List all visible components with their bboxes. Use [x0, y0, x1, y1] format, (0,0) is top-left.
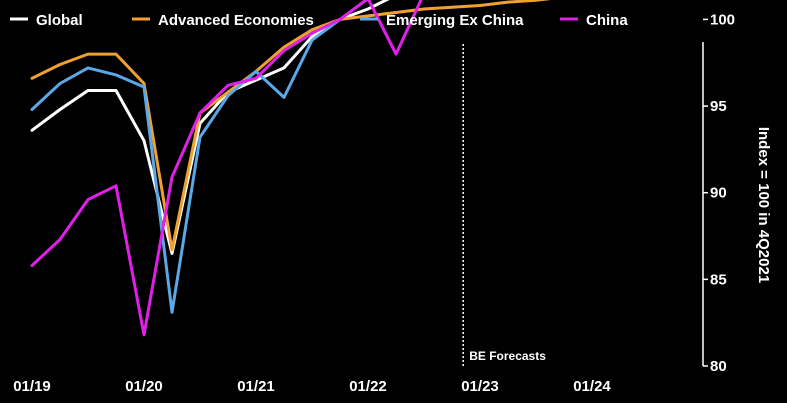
- y-tick-label: 80: [710, 358, 727, 375]
- x-tick-label: 01/24: [573, 378, 611, 395]
- legend-label-china: China: [586, 12, 628, 29]
- x-tick-label: 01/23: [461, 378, 499, 395]
- y-axis-title: Index = 100 in 4Q2021: [755, 127, 772, 283]
- series-line-china: [30, 0, 423, 337]
- forecast-label: BE Forecasts: [469, 349, 546, 363]
- y-tick-label: 90: [710, 185, 727, 202]
- series-line-global: [30, 0, 390, 255]
- legend-label-advanced-economies: Advanced Economies: [158, 12, 314, 29]
- x-tick-label: 01/22: [349, 378, 387, 395]
- x-tick-label: 01/21: [237, 378, 275, 395]
- x-tick-label: 01/19: [13, 378, 51, 395]
- y-tick-label: 95: [710, 98, 727, 115]
- legend-label-emerging-ex-china: Emerging Ex China: [386, 12, 524, 29]
- series-line-emerging-ex-china: [30, 0, 369, 314]
- y-tick-label: 100: [710, 11, 735, 28]
- series-line-advanced-economies: [30, 0, 551, 252]
- x-tick-label: 01/20: [125, 378, 163, 395]
- legend-label-global: Global: [36, 12, 83, 29]
- y-tick-label: 85: [710, 271, 727, 288]
